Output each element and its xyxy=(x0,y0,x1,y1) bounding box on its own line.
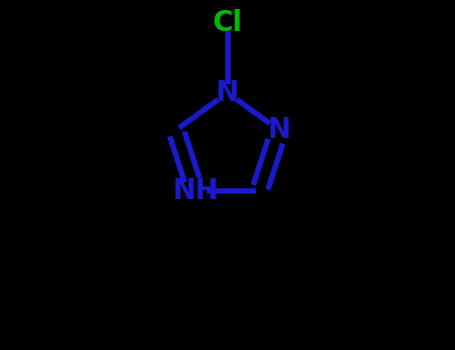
Text: N: N xyxy=(216,79,239,107)
Text: NH: NH xyxy=(172,177,219,205)
Text: N: N xyxy=(268,116,291,144)
Text: Cl: Cl xyxy=(212,9,243,37)
